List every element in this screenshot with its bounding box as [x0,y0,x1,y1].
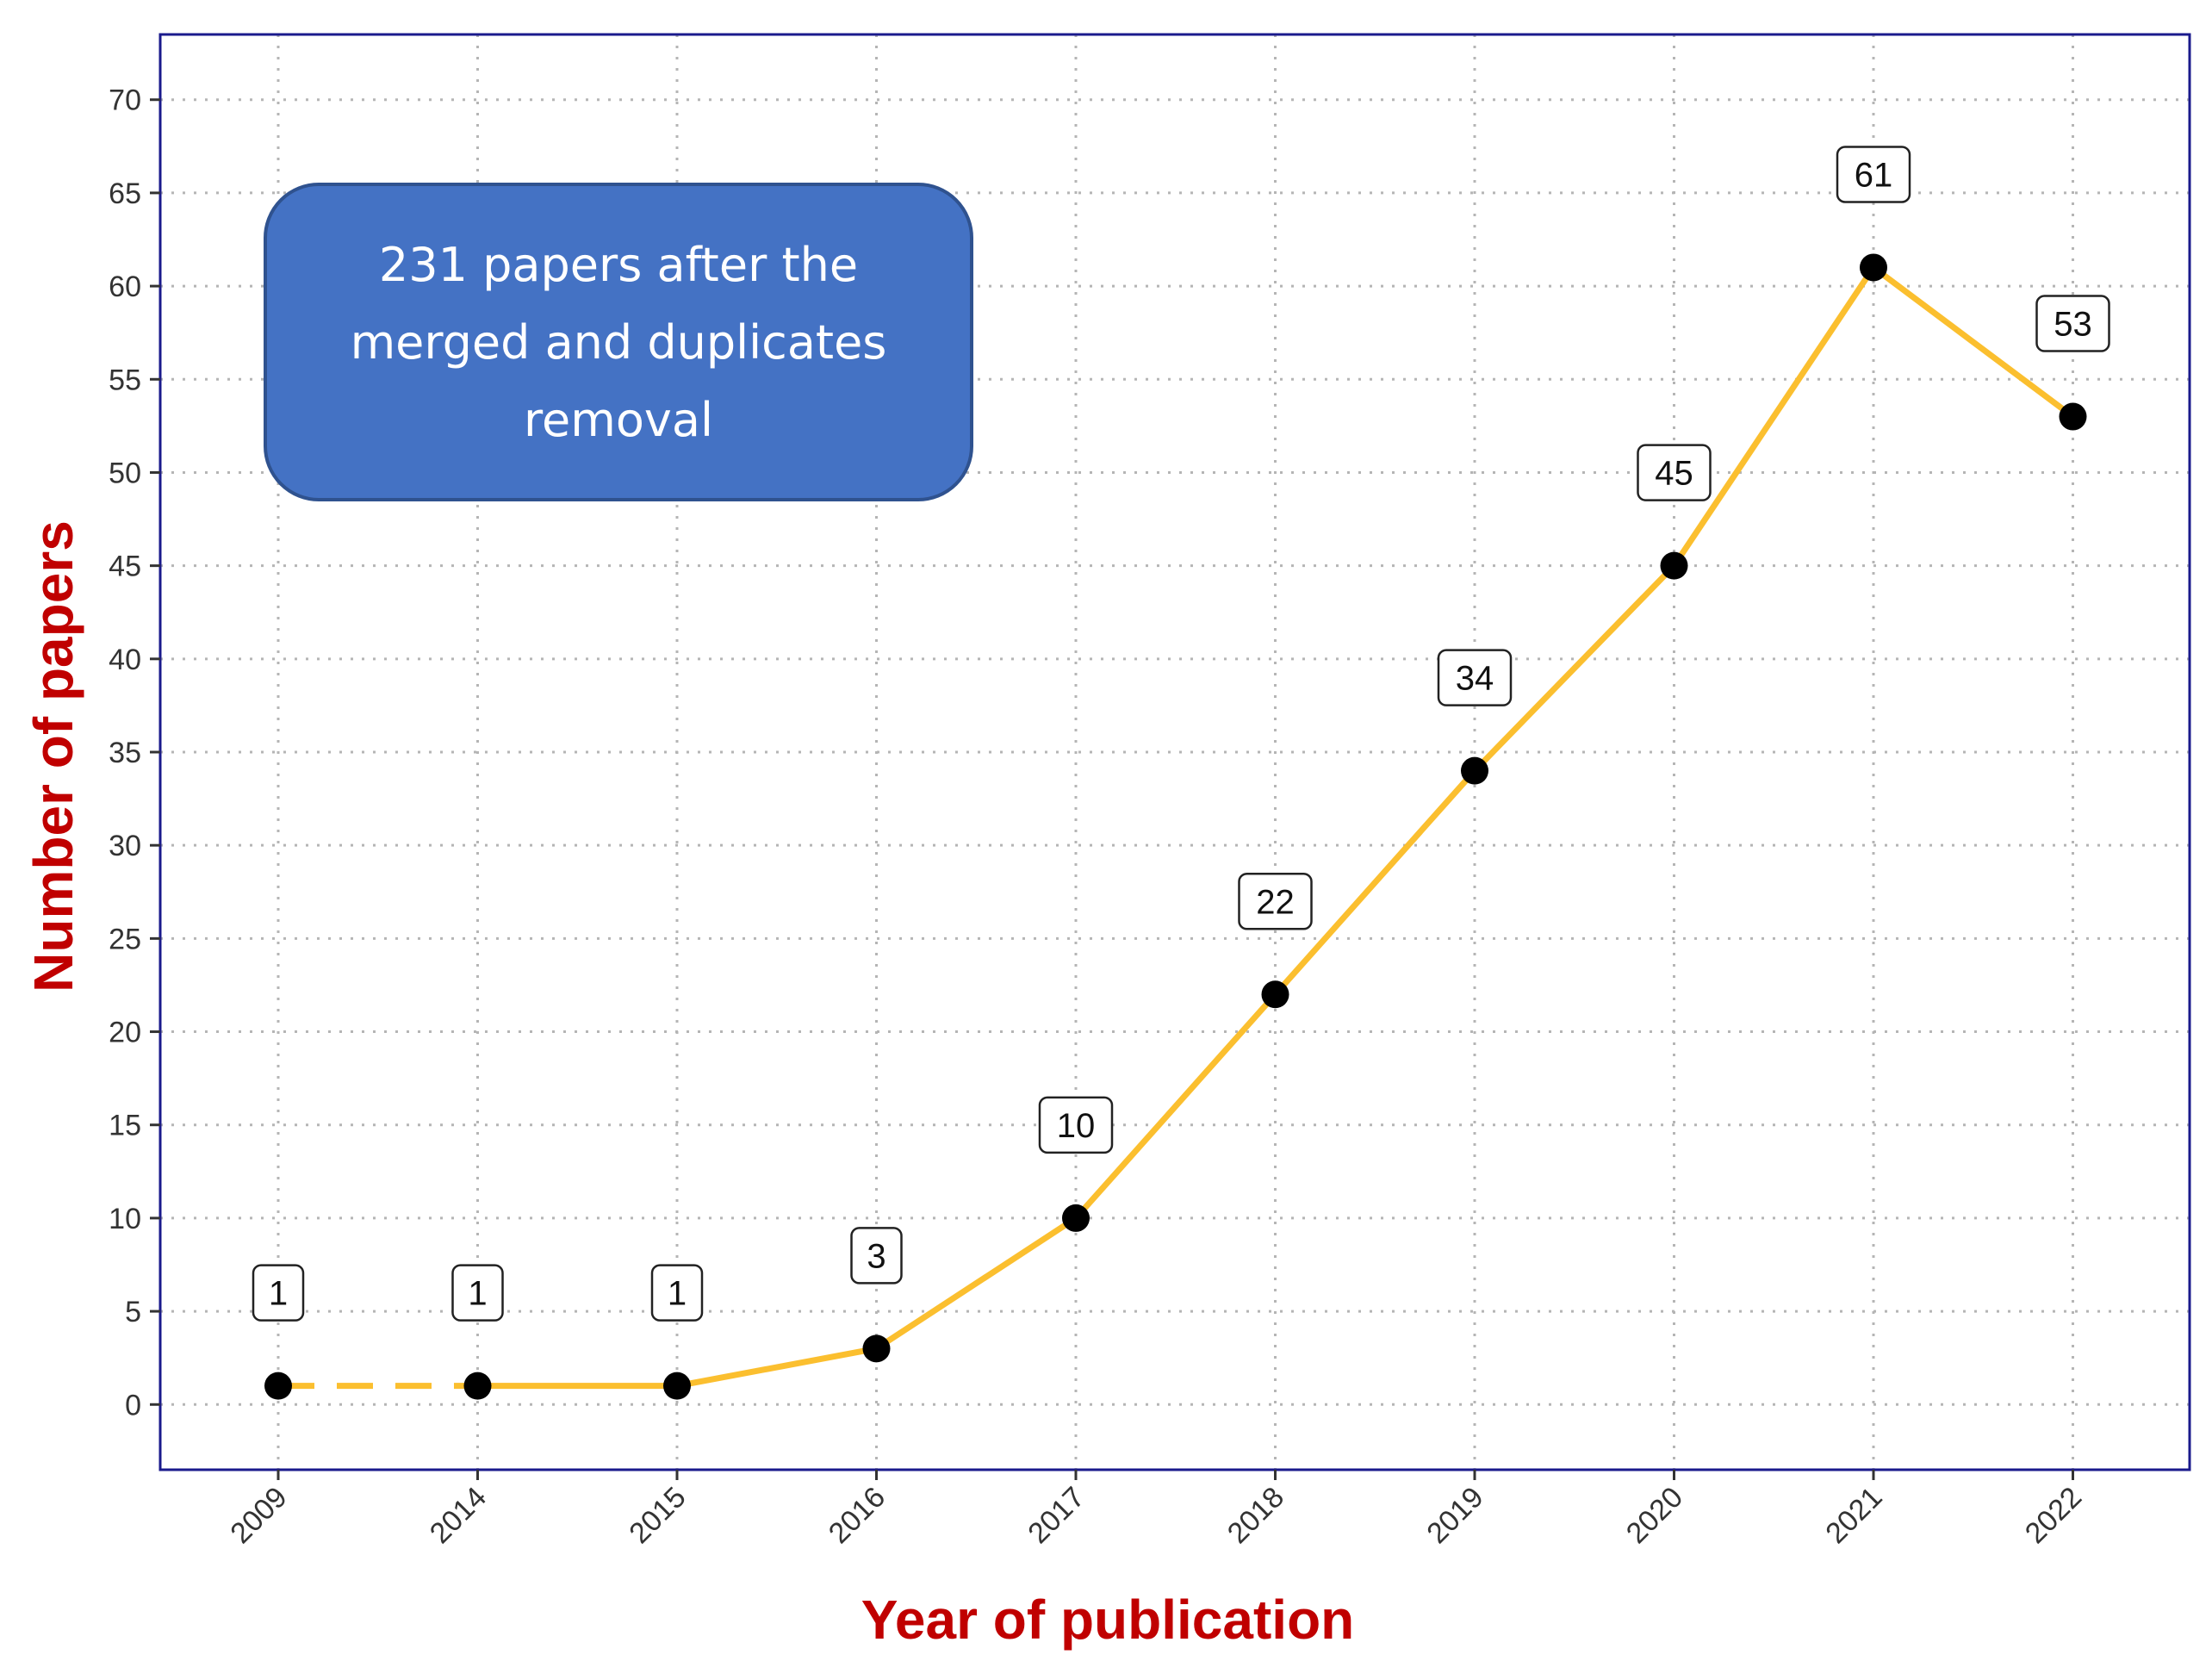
data-label-text: 45 [1655,455,1693,493]
y-tick-label: 15 [109,1110,141,1142]
y-tick-label: 50 [109,457,141,489]
data-label-text: 1 [668,1275,687,1313]
y-tick-label: 0 [125,1389,141,1421]
data-label-text: 1 [468,1275,487,1313]
annotation-line-3: removal [524,393,713,447]
data-label-box [1238,873,1313,930]
data-point [1860,253,1887,282]
data-label-text: 22 [1256,883,1295,921]
annotation-background [264,183,973,501]
data-label-text: 1 [269,1275,288,1313]
y-tick-label: 70 [109,84,141,117]
data-label-text: 34 [1456,660,1494,698]
y-tick-label: 40 [109,644,141,676]
data-label-text: 61 [1855,156,1893,194]
data-point [1062,1204,1090,1232]
data-label-text: 3 [867,1237,885,1275]
data-label-box [1836,146,1911,203]
y-tick-label: 10 [109,1203,141,1235]
y-tick-label: 65 [109,177,141,210]
data-label-box [1038,1096,1114,1154]
data-label: 45 [1637,444,1712,501]
data-label: 61 [1836,146,1911,203]
y-tick-label: 35 [109,737,141,769]
y-tick-label: 25 [109,923,141,955]
data-label: 3 [850,1227,903,1285]
data-label: 34 [1437,649,1513,706]
data-label-box [1637,444,1712,501]
data-point [1461,756,1488,785]
data-points [264,253,2087,1400]
y-tick-label: 55 [109,364,141,396]
y-axis: 0 5 10 15 20 25 30 35 40 45 50 55 60 65 70 [109,84,160,1421]
y-tick-label: 45 [109,551,141,583]
y-axis-title: Number of papers [22,520,84,992]
data-label: 53 [2035,295,2110,352]
data-label: 22 [1238,873,1313,930]
data-label-box [1437,649,1513,706]
data-label: 1 [451,1264,504,1322]
data-point [1660,551,1688,580]
data-point [463,1372,492,1400]
data-label-text: 53 [2054,306,2092,344]
annotation-line-1: 231 papers after the [379,238,858,292]
data-point [264,1372,292,1400]
y-tick-label: 5 [125,1296,141,1328]
data-label: 1 [650,1264,704,1322]
data-labels: 1 1 1 3 10 22 34 45 61 53 [252,146,2110,1322]
data-point [862,1334,891,1363]
data-label-box [2035,295,2110,352]
data-label-box [252,1264,305,1322]
data-label-text: 10 [1057,1107,1096,1145]
y-tick-label: 30 [109,830,141,862]
data-label: 1 [252,1264,305,1322]
data-point [663,1372,691,1400]
y-tick-label: 20 [109,1017,141,1049]
data-point [2059,402,2087,431]
data-label-box [850,1227,903,1285]
data-label: 10 [1038,1096,1114,1154]
data-label-box [650,1264,704,1322]
data-label-box [451,1264,504,1322]
annotation-box: 231 papers after the merged and duplicat… [264,183,973,501]
x-axis-title: Year of publication [861,1589,1355,1651]
y-tick-label: 60 [109,271,141,303]
data-point [1261,980,1289,1009]
annotation-line-2: merged and duplicates [351,315,887,370]
